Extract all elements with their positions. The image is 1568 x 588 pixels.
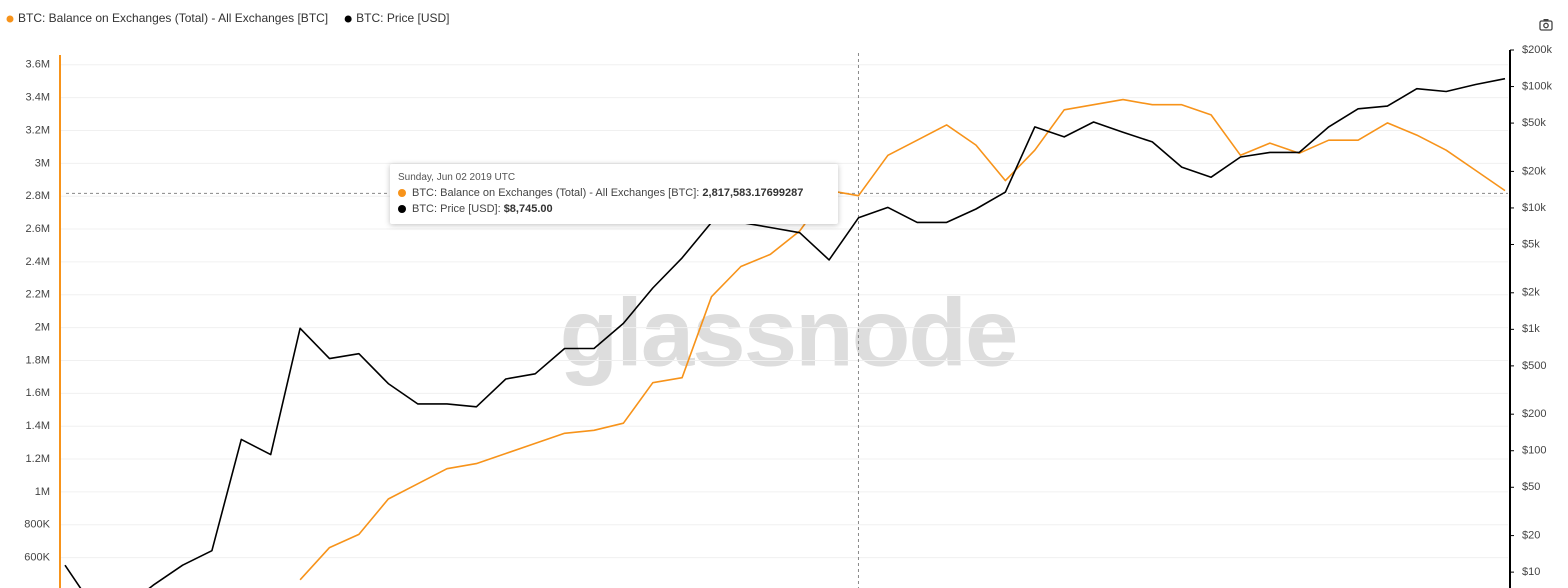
y-tick-label: 1M xyxy=(35,486,50,498)
y2-tick-label: $20k xyxy=(1522,165,1546,177)
camera-icon[interactable] xyxy=(1539,19,1553,31)
y-tick-label: 3M xyxy=(35,157,50,169)
y-tick-label: 2M xyxy=(35,322,50,334)
tooltip-label: BTC: Balance on Exchanges (Total) - All … xyxy=(412,187,700,199)
y2-tick-label: $50 xyxy=(1522,481,1540,493)
y2-tick-label: $10 xyxy=(1522,566,1540,578)
legend-dot xyxy=(6,15,14,23)
tooltip: Sunday, Jun 02 2019 UTC BTC: Balance on … xyxy=(390,164,838,224)
y2-tick-label: $20 xyxy=(1522,529,1540,541)
y-tick-label: 1.6M xyxy=(26,387,50,399)
y-tick-label: 2.4M xyxy=(26,256,50,268)
tooltip-label: BTC: Price [USD]: xyxy=(412,203,501,215)
watermark: glassnode xyxy=(560,279,1017,386)
series-line xyxy=(64,77,1506,588)
y-tick-label: 3.2M xyxy=(26,124,50,136)
y2-tick-label: $200 xyxy=(1522,408,1546,420)
y-tick-label: 600K xyxy=(24,552,50,564)
y-tick-label: 2.6M xyxy=(26,223,50,235)
y2-tick-label: $200k xyxy=(1522,44,1552,56)
y-tick-label: 1.4M xyxy=(26,420,50,432)
y-tick-label: 2.8M xyxy=(26,190,50,202)
legend-dot xyxy=(344,15,352,23)
y-tick-label: 1.8M xyxy=(26,354,50,366)
tooltip-value: 2,817,583.17699287 xyxy=(702,187,804,199)
y2-tick-label: $2k xyxy=(1522,287,1540,299)
series-line xyxy=(299,98,1506,581)
tooltip-row: BTC: Price [USD]: $8,745.00 xyxy=(398,203,553,215)
y-tick-label: 800K xyxy=(24,519,50,531)
y2-tick-label: $50k xyxy=(1522,117,1546,129)
y2-tick-label: $500 xyxy=(1522,360,1546,372)
legend-label: BTC: Balance on Exchanges (Total) - All … xyxy=(18,11,328,25)
tooltip-date: Sunday, Jun 02 2019 UTC xyxy=(398,172,516,183)
tooltip-dot xyxy=(398,205,406,213)
y2-tick-label: $100k xyxy=(1522,80,1552,92)
y-tick-label: 3.4M xyxy=(26,92,50,104)
tooltip-dot xyxy=(398,189,406,197)
legend-label: BTC: Price [USD] xyxy=(356,11,449,25)
y2-tick-label: $1k xyxy=(1522,323,1540,335)
y-tick-label: 1.2M xyxy=(26,453,50,465)
y2-tick-label: $5k xyxy=(1522,238,1540,250)
y-tick-label: 3.6M xyxy=(26,59,50,71)
plot-area xyxy=(64,77,1506,588)
tooltip-row: BTC: Balance on Exchanges (Total) - All … xyxy=(398,187,803,199)
y2-tick-label: $100 xyxy=(1522,445,1546,457)
y-tick-label: 2.2M xyxy=(26,289,50,301)
tooltip-value: $8,745.00 xyxy=(503,203,553,215)
y2-tick-label: $10k xyxy=(1522,202,1546,214)
